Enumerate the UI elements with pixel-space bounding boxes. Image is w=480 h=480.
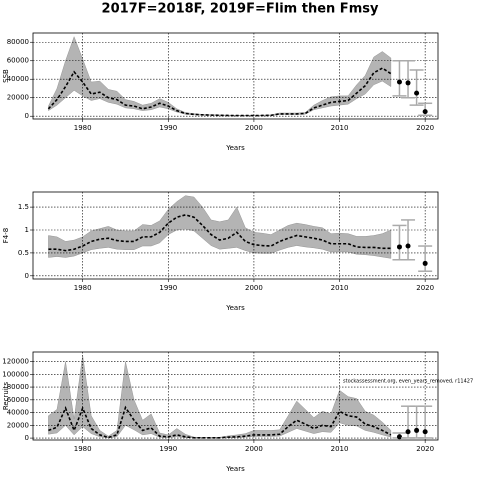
x-tick-label: 1990 [159, 284, 177, 292]
y-tick-label: 0 [25, 434, 29, 442]
x-axis-label: Years [225, 304, 245, 312]
annotation: stockassessment.org, even_years_removed,… [343, 379, 473, 385]
y-tick-label: 100000 [2, 370, 29, 378]
y-axis-label: F4-8 [2, 228, 10, 243]
x-tick-label: 2000 [245, 124, 263, 132]
plot-frame [32, 32, 439, 120]
confidence-band [48, 36, 392, 116]
y-tick-label: 60000 [7, 396, 29, 404]
chart-title: 2017F=2018F, 2019F=Flim then Fmsy [102, 2, 379, 17]
forecast-point [414, 90, 420, 96]
estimate-line [47, 67, 392, 117]
forecast-point [422, 429, 428, 435]
x-axis-label: Years [225, 465, 245, 473]
y-tick-label: 80000 [7, 38, 29, 46]
y-tick-label: 20000 [7, 94, 29, 102]
forecast-point [405, 429, 411, 435]
x-tick-label: 2010 [331, 445, 349, 453]
x-axis-label: Years [225, 144, 245, 152]
x-tick-label: 2000 [245, 284, 263, 292]
y-tick-label: 40000 [7, 75, 29, 83]
x-tick-label: 2000 [245, 445, 263, 453]
confidence-band [48, 355, 392, 439]
forecast-point [414, 427, 420, 433]
y-tick-label: 0 [25, 112, 29, 120]
x-tick-label: 1980 [74, 124, 92, 132]
x-tick-label: 1980 [74, 445, 92, 453]
forecast-point [396, 79, 402, 85]
x-tick-label: 1990 [159, 124, 177, 132]
y-tick-label: 1.5 [18, 203, 29, 211]
x-tick-label: 1980 [74, 284, 92, 292]
y-tick-label: 40000 [7, 409, 29, 417]
plot-frame [32, 191, 439, 280]
y-tick-label: 1 [25, 226, 29, 234]
forecast-point [422, 260, 428, 266]
forecast-point [396, 244, 402, 250]
x-tick-label: 2020 [416, 284, 434, 292]
y-tick-label: 60000 [7, 57, 29, 65]
forecast-point [396, 434, 402, 440]
x-tick-label: 2020 [416, 124, 434, 132]
estimate-line [48, 405, 392, 439]
y-tick-label: 120000 [2, 358, 29, 366]
y-tick-label: 20000 [7, 421, 29, 429]
x-tick-label: 2010 [331, 284, 349, 292]
y-tick-label: 0.5 [18, 249, 29, 257]
plot-frame [32, 351, 439, 441]
forecast-point [422, 109, 428, 115]
confidence-band [48, 195, 392, 259]
forecast-point [405, 80, 411, 86]
y-axis-label: Recruits [2, 381, 10, 410]
x-tick-label: 2020 [416, 445, 434, 453]
y-tick-label: 80000 [7, 383, 29, 391]
y-tick-label: 0 [25, 272, 29, 280]
forecast-point [405, 243, 411, 249]
x-tick-label: 1990 [159, 445, 177, 453]
estimate-line [48, 214, 391, 252]
x-tick-label: 2010 [331, 124, 349, 132]
y-axis-label: SSB [2, 69, 10, 83]
